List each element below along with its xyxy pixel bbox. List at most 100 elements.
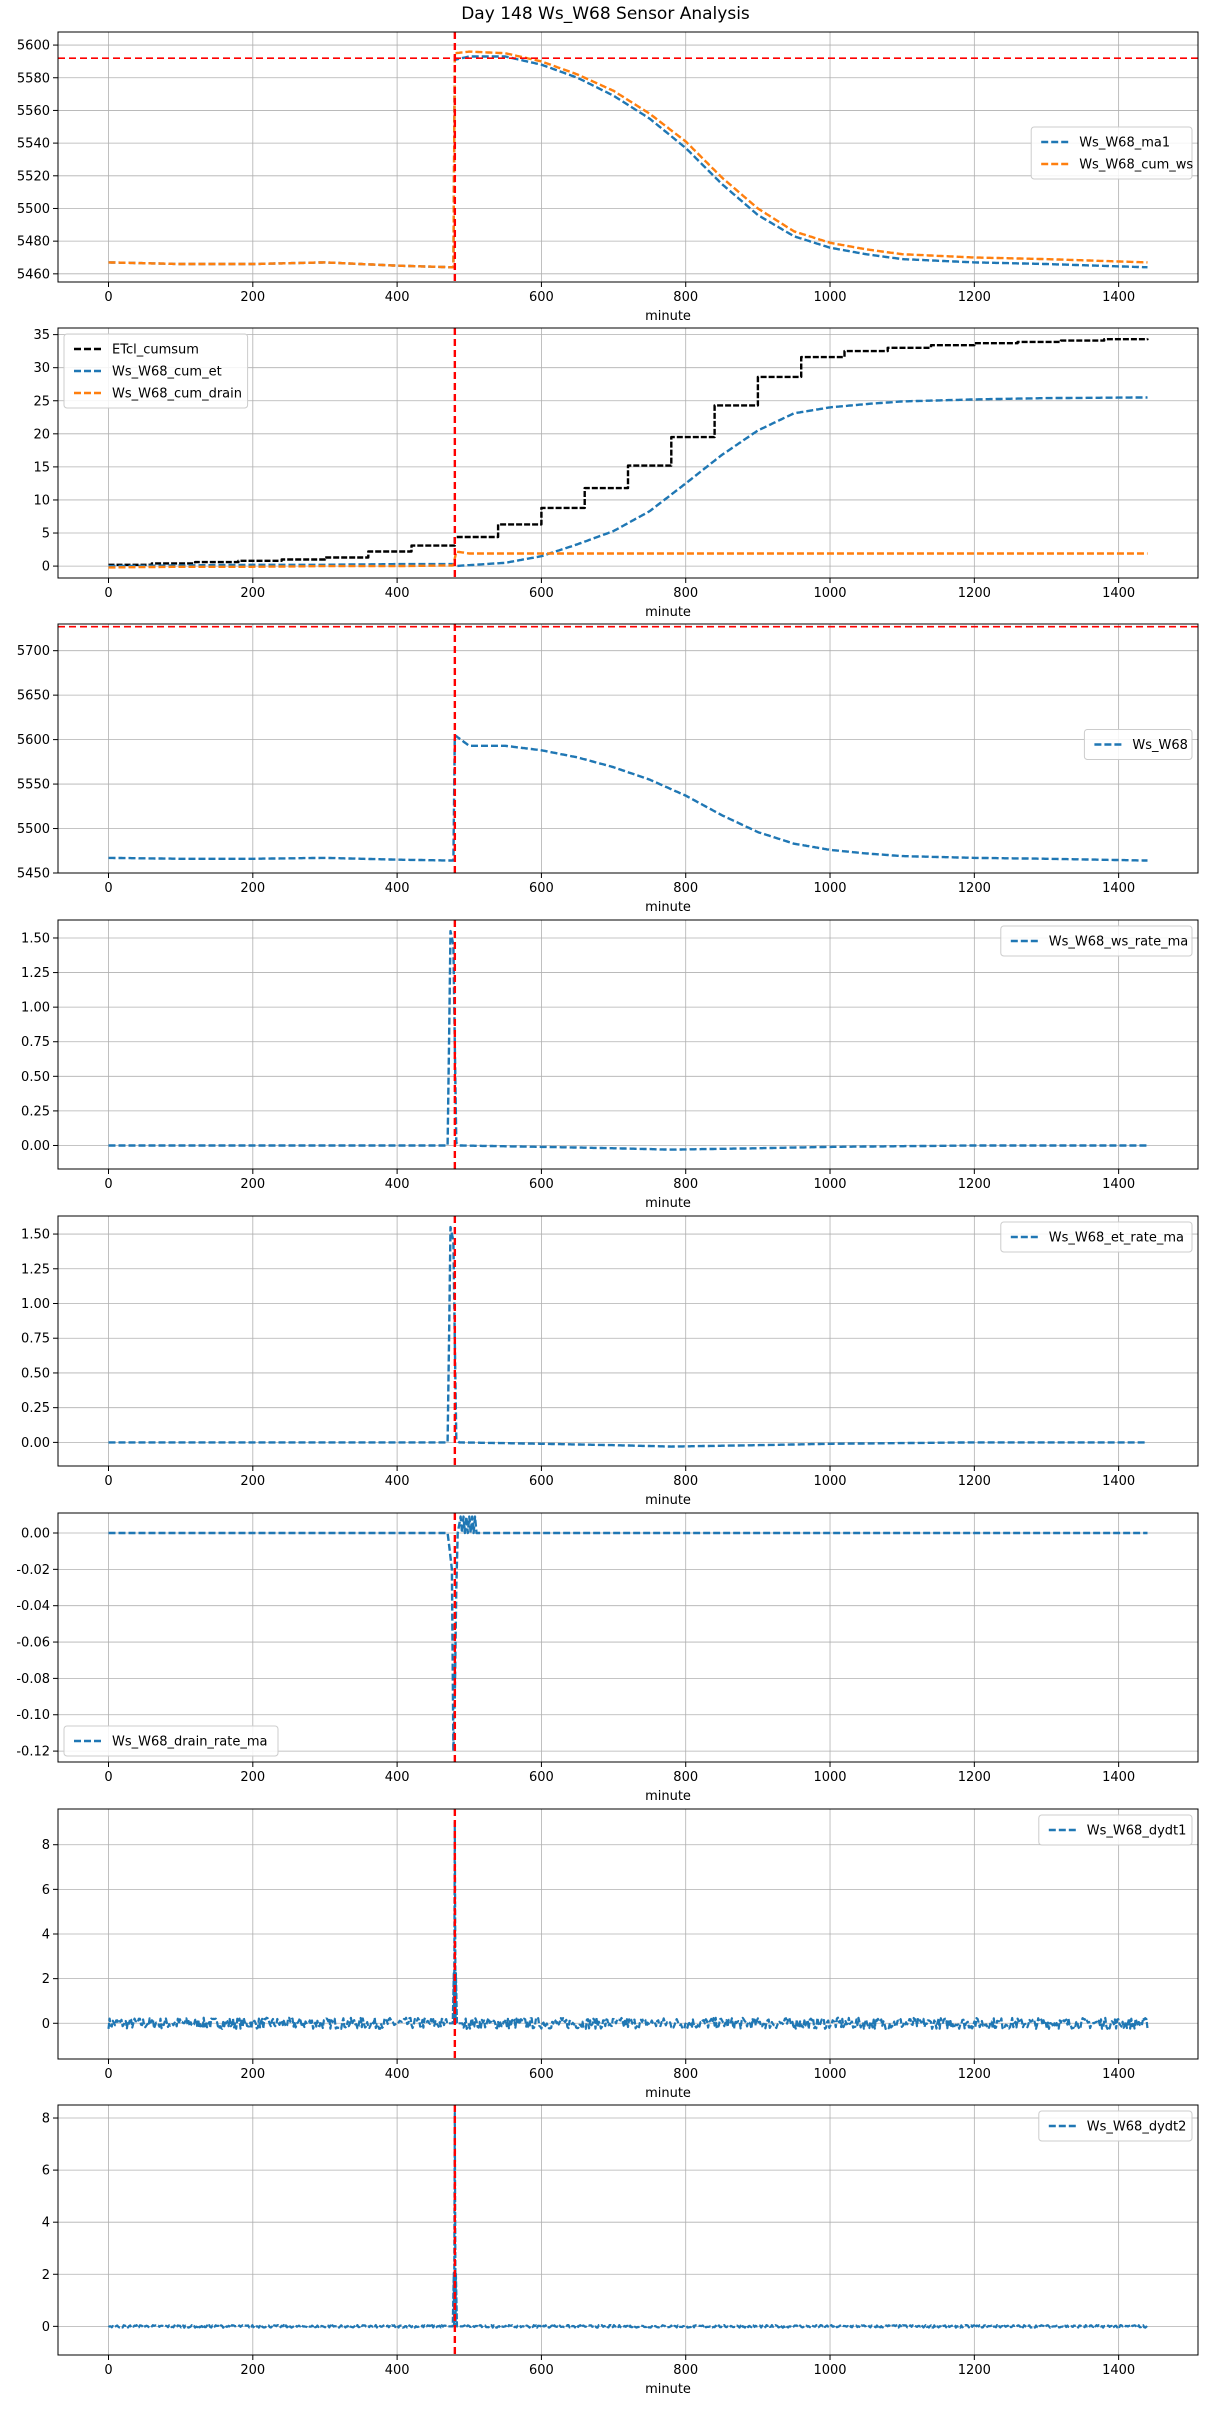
series-line-Ws_W68_ws_rate_ma [108,929,1148,1151]
series-line-Ws_W68_et_rate_ma [108,1225,1148,1448]
y-tick-label: 15 [33,460,50,475]
subplot-6: 0 200 400 600 800 1000 1200 1400 0.00 -0.02 -0.04 -… [16,1512,1199,1804]
x-tick-label: 200 [240,2363,265,2378]
y-tick-label: 0 [42,2017,50,2032]
x-tick-label: 800 [673,1474,698,1489]
x-tick-label: 1200 [958,1177,991,1192]
y-tick-label: 8 [42,1838,50,1853]
y-tick-label: 5480 [17,235,50,250]
x-axis-label: minute [645,2382,691,2397]
legend-label: Ws_W68_cum_ws [1079,158,1193,173]
y-tick-label: 5700 [17,644,50,659]
y-tick-label: -0.10 [16,1708,50,1723]
y-tick-label: 0.75 [21,1035,50,1050]
x-tick-label: 800 [673,1770,698,1785]
x-tick-label: 400 [385,1474,410,1489]
y-tick-label: 0.00 [21,1139,50,1154]
y-tick-label: 5500 [17,822,50,837]
x-tick-label: 200 [240,2067,265,2082]
x-tick-label: 0 [104,881,112,896]
x-tick-label: 1400 [1102,1474,1135,1489]
plot-area [58,32,1198,282]
y-tick-label: 0.00 [21,1526,50,1541]
legend-label: Ws_W68_dydt1 [1087,1824,1187,1839]
x-tick-label: 1200 [958,881,991,896]
y-tick-label: 4 [42,2216,50,2231]
y-tick-label: 25 [33,394,50,409]
y-tick-label: 2 [42,1972,50,1987]
x-tick-label: 1000 [813,290,846,305]
y-tick-label: 0.75 [21,1332,50,1347]
x-tick-label: 600 [529,1177,554,1192]
x-tick-label: 1000 [813,2067,846,2082]
x-tick-label: 800 [673,881,698,896]
legend-label: Ws_W68_et_rate_ma [1049,1231,1184,1246]
y-tick-label: 1.00 [21,1297,50,1312]
x-tick-label: 1400 [1102,1177,1135,1192]
x-tick-label: 200 [240,1177,265,1192]
y-tick-label: 8 [42,2112,50,2127]
y-tick-label: -0.12 [16,1745,50,1760]
x-tick-label: 0 [104,1474,112,1489]
axes-frame [57,919,1199,1170]
x-tick-label: 1200 [958,2067,991,2082]
legend: Ws_W68_ws_rate_ma [1000,925,1193,957]
x-axis-label: minute [645,1196,691,1211]
plot-area [108,1216,1148,1466]
plot-area [108,328,1149,578]
x-tick-label: 200 [240,290,265,305]
y-tick-label: 5500 [17,202,50,217]
x-tick-label: 1200 [958,1474,991,1489]
x-tick-label: 1000 [813,1177,846,1192]
legend-label: Ws_W68 [1132,738,1188,753]
x-tick-label: 800 [673,290,698,305]
legend-box [63,1725,279,1757]
y-tick-label: 5 [42,527,50,542]
y-tick-label: 5450 [17,867,50,882]
x-tick-label: 1200 [958,290,991,305]
y-tick-label: 35 [33,328,50,343]
y-tick-label: 20 [33,427,50,442]
x-tick-label: 1000 [813,1770,846,1785]
legend-label: Ws_W68_ws_rate_ma [1049,935,1188,950]
series-line-Ws_W68_drain_rate_ma [108,1515,1148,1753]
x-axis-label: minute [645,900,691,915]
x-tick-label: 1200 [958,2363,991,2378]
x-tick-label: 200 [240,881,265,896]
subplot-1: 0 200 400 600 800 1000 1200 1400 5460 5480 5500 552… [17,31,1199,324]
series-line-Ws_W68_cum_ws [108,50,1148,269]
y-tick-label: 0.00 [21,1436,50,1451]
legend-box [63,333,249,409]
series-line-Ws_W68_dydt1 [107,1821,1149,2030]
x-axis-label: minute [645,1789,691,1804]
x-tick-label: 400 [385,2363,410,2378]
x-tick-label: 800 [673,1177,698,1192]
x-tick-label: 400 [385,586,410,601]
y-tick-label: 5560 [17,104,50,119]
y-tick-label: 0.25 [21,1401,50,1416]
x-tick-label: 800 [673,2067,698,2082]
x-tick-label: 1000 [813,881,846,896]
y-tick-label: 5460 [17,267,50,282]
y-tick-label: 30 [33,361,50,376]
legend: Ws_W68_dydt1 [1038,1814,1193,1846]
y-tick-label: 10 [33,493,50,508]
legend: ETcl_cumsum Ws_W68_cum_et Ws_W68_cum_drain [63,333,249,409]
plot-area [107,1809,1149,2059]
x-tick-label: 600 [529,586,554,601]
series-line-Ws_W68_ma1 [108,55,1148,269]
y-tick-label: 5550 [17,778,50,793]
series-line-Ws_W68 [108,734,1148,862]
x-tick-label: 800 [673,586,698,601]
y-tick-label: 5540 [17,137,50,152]
subplot-8: 0 200 400 600 800 1000 1200 1400 0 2 4 6 8 minute Ws_W… [42,2104,1199,2397]
axes-frame [57,2104,1199,2356]
x-axis-label: minute [645,605,691,620]
x-tick-label: 600 [529,2363,554,2378]
x-axis-label: minute [645,309,691,324]
y-tick-label: 0 [42,2320,50,2335]
series-line-Ws_W68_cum_drain [108,550,1148,569]
x-tick-label: 400 [385,1177,410,1192]
legend-label: Ws_W68_drain_rate_ma [112,1735,267,1750]
y-tick-label: 1.25 [21,1262,50,1277]
